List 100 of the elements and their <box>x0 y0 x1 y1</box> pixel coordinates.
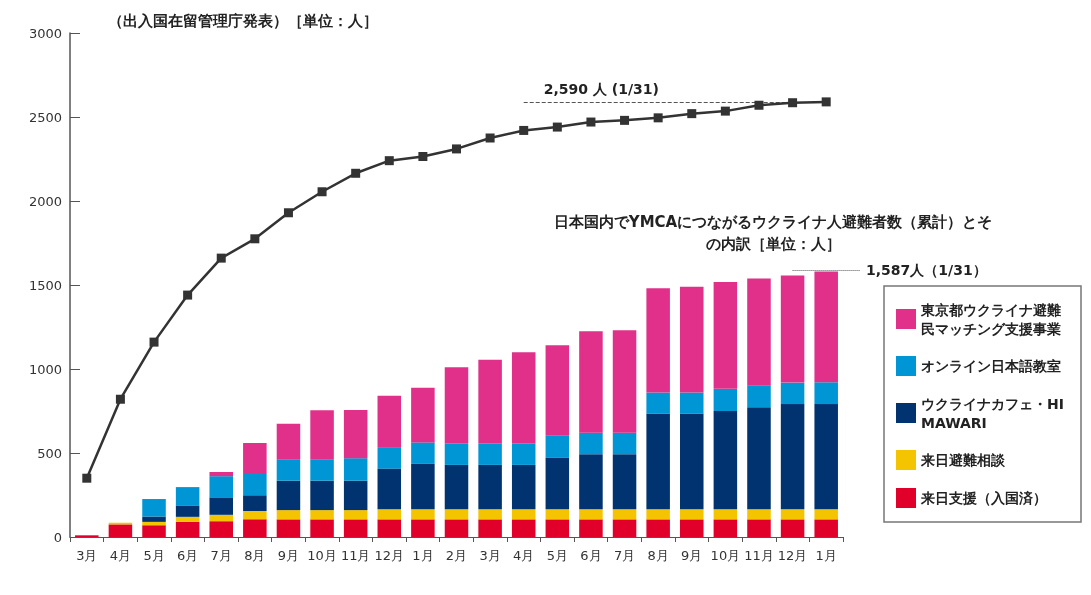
point <box>418 151 428 161</box>
bar <box>780 519 805 537</box>
bar <box>814 404 838 510</box>
point <box>620 115 630 125</box>
x-tick-label: 5月 <box>143 548 165 563</box>
bar <box>243 510 267 520</box>
ref-line-label: 2,590 人 (1/31) <box>543 80 659 97</box>
bar <box>579 454 603 510</box>
text: 日本国内でYMCAにつながるウクライナ人避難者数（累計）とその内訳［単位：人］ <box>553 213 993 253</box>
bar <box>310 410 334 460</box>
bar <box>612 330 637 433</box>
x-tick-label: 9月 <box>681 548 703 563</box>
bar <box>680 413 704 510</box>
bar <box>343 409 368 459</box>
legend-label: 来日避難相談 <box>920 452 1006 468</box>
bar <box>377 468 402 510</box>
bar <box>545 457 570 510</box>
bar <box>814 382 838 405</box>
bar <box>343 510 368 520</box>
bar <box>343 480 368 511</box>
bar <box>142 499 166 517</box>
point <box>552 122 562 132</box>
bar <box>646 413 670 510</box>
bar <box>108 524 133 537</box>
bar <box>209 521 233 537</box>
bar <box>713 519 738 537</box>
bar <box>209 471 233 477</box>
bar <box>276 510 301 520</box>
point <box>283 208 293 218</box>
bar <box>680 519 704 537</box>
bar <box>444 367 469 444</box>
bar <box>310 519 334 537</box>
point <box>821 97 831 107</box>
x-tick-label: 5月 <box>546 548 568 563</box>
bar <box>343 519 368 537</box>
ref-line-label: 1,587人（1/31） <box>866 262 987 279</box>
y-tick-label: 3000 <box>28 25 62 41</box>
bar <box>646 509 670 520</box>
point <box>183 290 193 300</box>
x-tick-label: 12月 <box>374 548 405 563</box>
bar <box>377 509 402 520</box>
bar <box>646 519 670 537</box>
point <box>216 253 226 263</box>
bar <box>243 442 267 473</box>
x-tick-label: 3月 <box>479 548 501 563</box>
bar <box>579 432 603 455</box>
bar <box>511 519 536 537</box>
bar <box>713 411 738 510</box>
legend-label: オンライン日本語教室 <box>921 358 1061 374</box>
y-tick-label: 500 <box>37 445 62 461</box>
bar <box>545 435 570 458</box>
bar <box>814 519 838 537</box>
bar <box>545 509 570 520</box>
bar <box>310 480 334 511</box>
x-tick-label: 3月 <box>76 548 98 563</box>
bar <box>175 521 200 537</box>
y-tick-label: 0 <box>53 529 62 545</box>
bar <box>276 459 301 481</box>
bar <box>411 442 435 464</box>
y-tick-label: 1000 <box>28 361 62 377</box>
point <box>720 106 730 116</box>
x-tick-label: 6月 <box>580 548 602 563</box>
point <box>82 473 92 483</box>
point <box>586 117 596 127</box>
x-tick-label: 6月 <box>176 548 199 563</box>
x-tick-label: 8月 <box>244 548 266 563</box>
bar <box>377 519 402 537</box>
x-tick-label: 8月 <box>647 548 669 563</box>
bar <box>478 443 502 465</box>
bar <box>680 286 704 393</box>
bar <box>142 521 166 526</box>
bar <box>814 509 838 520</box>
bar <box>612 509 637 520</box>
chart-title: （出入国在留管理庁発表）［単位：人］ <box>108 11 378 30</box>
bar <box>780 275 805 383</box>
y-tick-label: 2000 <box>28 193 62 209</box>
x-tick-label: 12月 <box>777 548 808 563</box>
bar <box>646 288 670 393</box>
bar <box>478 464 502 510</box>
bar <box>276 519 301 537</box>
point <box>250 234 260 244</box>
point <box>485 133 495 143</box>
x-tick-label: 2月 <box>445 548 468 563</box>
bar <box>444 519 469 537</box>
bar <box>478 509 502 520</box>
bar <box>680 509 704 520</box>
bar <box>612 454 637 510</box>
legend-label: ウクライナカフェ・HIMAWARI <box>921 395 1064 431</box>
bar <box>713 509 738 520</box>
bar <box>612 432 637 455</box>
x-tick-label: 11月 <box>340 548 371 563</box>
bar <box>377 447 402 469</box>
bar <box>478 359 502 444</box>
bar <box>444 443 469 465</box>
bar <box>142 516 166 522</box>
bar <box>276 480 301 511</box>
x-tick-label: 10月 <box>710 548 741 563</box>
point <box>317 187 327 197</box>
bar <box>747 278 771 386</box>
x-tick-label: 10月 <box>307 548 337 563</box>
